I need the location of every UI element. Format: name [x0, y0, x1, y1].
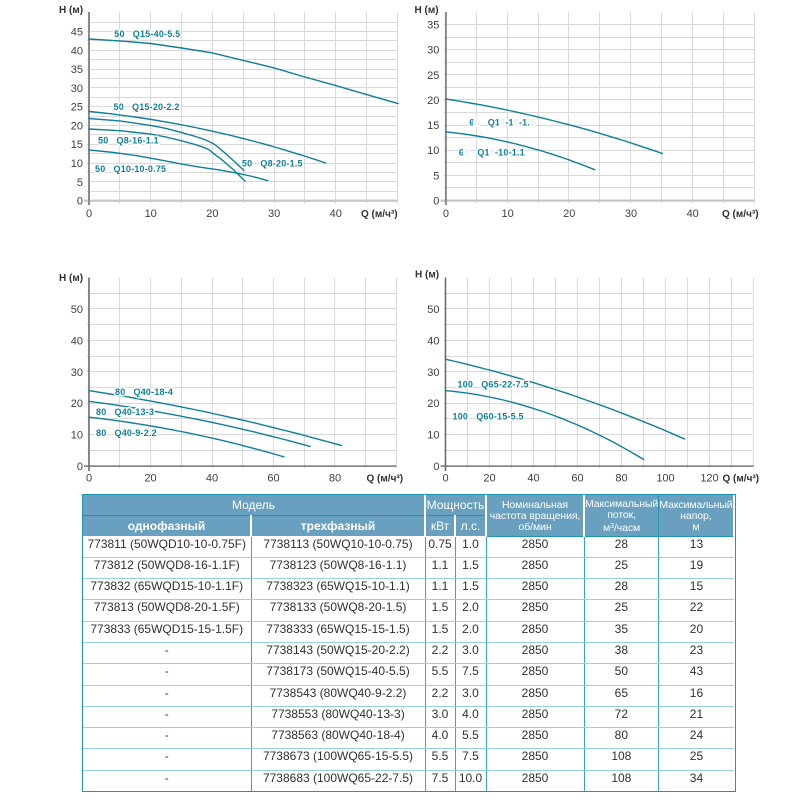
svg-text:10: 10 [71, 430, 83, 442]
svg-text:H (м): H (м) [59, 273, 83, 284]
svg-text:30: 30 [625, 208, 637, 220]
svg-text:80: 80 [329, 473, 341, 485]
svg-text:20: 20 [427, 95, 439, 107]
svg-text:0: 0 [433, 196, 439, 208]
svg-text:50 Q8-20-1.5: 50 Q8-20-1.5 [242, 158, 303, 168]
svg-text:50: 50 [427, 304, 439, 316]
svg-text:50 Q15-20-2.2: 50 Q15-20-2.2 [114, 102, 180, 112]
svg-text:0: 0 [77, 461, 83, 473]
svg-text:Q (м/ч³): Q (м/ч³) [723, 474, 760, 485]
svg-text:50 Q15-40-5.5: 50 Q15-40-5.5 [114, 29, 180, 39]
svg-text:0: 0 [433, 461, 439, 473]
svg-text:50 Q10-10-0.75: 50 Q10-10-0.75 [95, 164, 166, 174]
svg-text:0: 0 [443, 208, 449, 220]
svg-text:0: 0 [86, 208, 92, 220]
svg-text:25: 25 [427, 70, 439, 82]
svg-text:15: 15 [71, 139, 83, 151]
svg-text:10: 10 [145, 208, 157, 220]
svg-text:H (м): H (м) [415, 5, 439, 16]
svg-text:40: 40 [687, 208, 699, 220]
svg-text:40: 40 [206, 473, 218, 485]
svg-text:65 Q15-15-1.5: 65 Q15-15-1.5 [469, 118, 535, 128]
svg-text:20: 20 [144, 473, 156, 485]
svg-text:30: 30 [71, 83, 83, 95]
svg-text:40: 40 [71, 335, 83, 347]
svg-text:30: 30 [71, 367, 83, 379]
svg-text:40: 40 [71, 45, 83, 57]
svg-text:0: 0 [86, 473, 92, 485]
svg-text:Q (м/ч³): Q (м/ч³) [367, 474, 404, 485]
svg-text:20: 20 [427, 398, 439, 410]
svg-text:H (м): H (м) [59, 5, 83, 16]
svg-text:20: 20 [563, 208, 575, 220]
svg-text:5: 5 [433, 170, 439, 182]
svg-text:65 Q15-10-1.1: 65 Q15-10-1.1 [459, 148, 525, 158]
svg-text:35: 35 [71, 64, 83, 76]
svg-text:35: 35 [427, 20, 439, 32]
svg-text:30: 30 [427, 367, 439, 379]
svg-text:50: 50 [71, 304, 83, 316]
svg-text:20: 20 [71, 120, 83, 132]
svg-text:20: 20 [71, 398, 83, 410]
svg-text:80: 80 [615, 473, 627, 485]
svg-text:80 Q40-18-4: 80 Q40-18-4 [115, 387, 173, 397]
svg-text:40: 40 [330, 208, 342, 220]
svg-text:40: 40 [427, 335, 439, 347]
svg-text:20: 20 [206, 208, 218, 220]
svg-text:0: 0 [442, 473, 448, 485]
svg-text:100 Q65-22-7.5: 100 Q65-22-7.5 [458, 380, 529, 390]
svg-text:10: 10 [427, 145, 439, 157]
svg-text:40: 40 [527, 473, 539, 485]
svg-text:H (м): H (м) [415, 270, 439, 281]
svg-text:25: 25 [71, 102, 83, 114]
svg-text:30: 30 [427, 45, 439, 57]
svg-text:0: 0 [77, 196, 83, 208]
svg-text:100: 100 [656, 473, 674, 485]
svg-text:10: 10 [71, 158, 83, 170]
svg-text:45: 45 [71, 27, 83, 39]
svg-text:60: 60 [571, 473, 583, 485]
svg-text:50 Q8-16-1.1: 50 Q8-16-1.1 [98, 136, 159, 146]
svg-text:80 Q40-9-2.2: 80 Q40-9-2.2 [96, 428, 157, 438]
svg-text:10: 10 [501, 208, 513, 220]
svg-text:15: 15 [427, 120, 439, 132]
svg-text:20: 20 [483, 473, 495, 485]
svg-text:100 Q60-15-5.5: 100 Q60-15-5.5 [453, 412, 524, 422]
svg-text:5: 5 [77, 177, 83, 189]
svg-text:10: 10 [427, 430, 439, 442]
svg-text:120: 120 [700, 473, 718, 485]
svg-text:Q (м/ч³): Q (м/ч³) [722, 209, 759, 220]
svg-text:30: 30 [268, 208, 280, 220]
svg-text:80 Q40-13-3: 80 Q40-13-3 [96, 407, 154, 417]
svg-text:Q (м/ч³): Q (м/ч³) [361, 209, 398, 220]
svg-text:60: 60 [267, 473, 279, 485]
